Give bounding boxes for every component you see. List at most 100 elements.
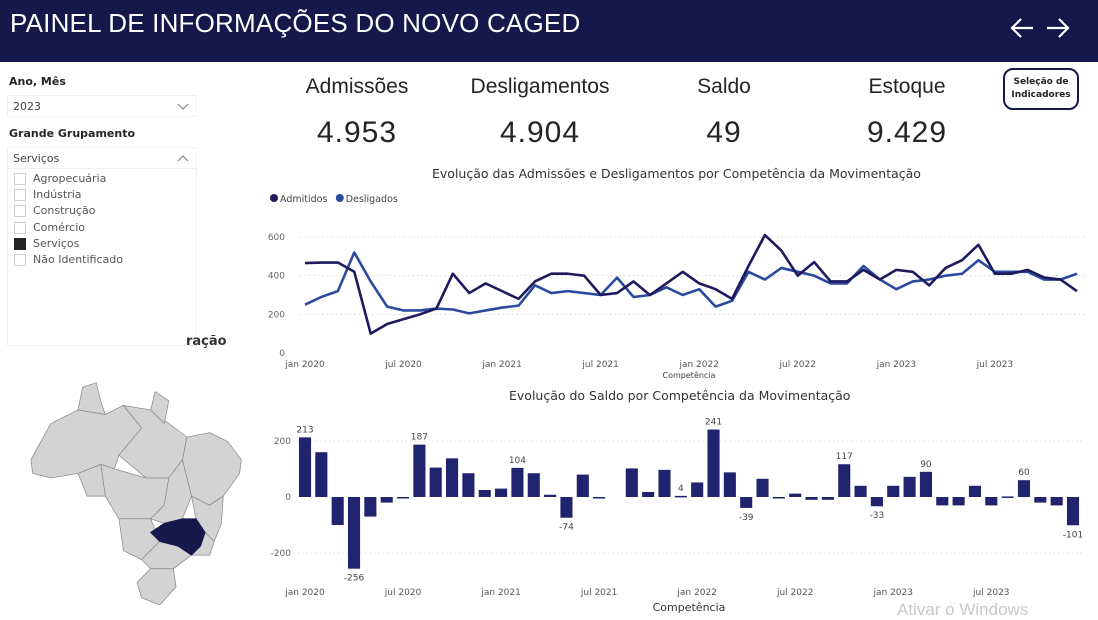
legend-marker-desligados — [335, 194, 344, 202]
x-tick-label: jul 2023 — [976, 360, 1013, 370]
bar — [380, 497, 393, 503]
option-comercio[interactable]: Comércio — [14, 221, 85, 234]
kpi-desligamentos-label: Desligamentos — [470, 75, 610, 98]
x-tick-label: jul 2022 — [776, 588, 813, 598]
x-axis-label: Competência — [663, 370, 716, 380]
bar — [740, 497, 753, 508]
period-dropdown[interactable]: 2023 — [7, 95, 197, 117]
bar — [462, 473, 475, 497]
x-tick-label: jan 2022 — [678, 360, 719, 370]
period-dropdown-value: 2023 — [13, 100, 41, 113]
bar — [1034, 497, 1047, 503]
bar-chart-title: Evolução do Saldo por Competência da Mov… — [509, 388, 851, 403]
y-tick-label: 400 — [268, 272, 285, 282]
bar — [495, 488, 508, 497]
line-chart: Admitidos Desligados 0 200 400 600 jan 2020 jul… — [268, 194, 1087, 380]
x-tick-label: jul 2023 — [972, 588, 1009, 598]
bar — [364, 497, 377, 517]
x-tick-label: jan 2020 — [284, 588, 325, 598]
windows-activation-watermark: Ativar o Windows — [897, 600, 1029, 619]
checkbox[interactable] — [14, 253, 26, 266]
bar — [1066, 497, 1080, 526]
y-tick-label: 200 — [274, 437, 291, 447]
checkbox[interactable] — [14, 172, 26, 185]
bar — [396, 497, 410, 499]
page-title: PAINEL DE INFORMAÇÕES DO NOVO CAGED — [10, 8, 581, 38]
bar — [1050, 497, 1063, 506]
bar — [854, 485, 867, 497]
y-tick-label: 200 — [268, 310, 285, 320]
option-nao-identificado[interactable]: Não Identificado — [14, 253, 123, 266]
map-states — [30, 382, 242, 605]
checkbox-checked[interactable] — [14, 237, 26, 250]
indicator-selection-button[interactable]: Seleção de Indicadores — [1003, 68, 1079, 110]
checkbox[interactable] — [14, 221, 26, 234]
bar — [347, 497, 361, 569]
bar — [642, 491, 655, 497]
bar — [593, 497, 606, 499]
data-label: -39 — [739, 513, 754, 523]
kpi-estoque-value: 9.429 — [866, 116, 948, 149]
bar — [772, 497, 785, 499]
data-label: 187 — [411, 433, 428, 443]
y-tick-label: 0 — [285, 493, 291, 503]
option-construcao[interactable]: Construção — [14, 204, 95, 217]
bar — [315, 452, 328, 497]
option-label: Agropecuária — [33, 172, 107, 185]
option-label: Não Identificado — [33, 253, 123, 266]
data-label: 213 — [296, 425, 313, 435]
bar — [298, 437, 312, 497]
bar — [870, 497, 883, 507]
y-tick-label: 0 — [279, 349, 285, 359]
bar — [658, 469, 671, 497]
option-label: Indústria — [33, 188, 82, 201]
arrow-left-icon — [1010, 18, 1033, 38]
bar — [674, 495, 687, 498]
option-servicos[interactable]: Serviços — [14, 237, 79, 250]
bar — [478, 490, 491, 497]
checkbox[interactable] — [14, 204, 26, 217]
arrow-right-icon — [1047, 18, 1070, 38]
bar — [331, 497, 344, 525]
option-industria[interactable]: Indústria — [14, 188, 82, 201]
x-tick-label: jan 2023 — [873, 588, 914, 598]
brazil-map[interactable] — [10, 360, 255, 605]
data-label: 104 — [509, 456, 526, 466]
x-tick-label: jul 2020 — [384, 360, 422, 370]
bar — [511, 467, 524, 497]
group-options-list: Agropecuária Indústria Construção Comérc… — [7, 168, 197, 346]
bar — [707, 429, 720, 497]
x-tick-label: jan 2020 — [284, 360, 325, 370]
x-tick-label: jul 2021 — [581, 360, 618, 370]
checkbox[interactable] — [14, 188, 26, 201]
bar — [691, 482, 704, 497]
bar — [429, 467, 442, 497]
option-agropecuaria[interactable]: Agropecuária — [14, 172, 106, 185]
button-label-line1: Seleção de — [1013, 77, 1069, 87]
bar — [968, 485, 982, 497]
bar-chart: -200 0 200 213 -256 187 104 -74 4 241 -39 117 -33 90 6… — [271, 418, 1085, 614]
bar — [919, 471, 932, 497]
bar — [789, 493, 802, 497]
y-tick-label: -200 — [271, 549, 292, 559]
group-dropdown[interactable]: Serviços — [7, 147, 197, 169]
x-tick-label: jul 2021 — [580, 588, 617, 598]
kpi-admissoes-value: 4.953 — [316, 116, 398, 149]
x-tick-label: jan 2022 — [676, 588, 717, 598]
bar — [1017, 480, 1031, 497]
back-button[interactable] — [1008, 14, 1036, 42]
x-axis-label: Competência — [653, 601, 726, 614]
state-region-north-west — [30, 404, 143, 479]
bar — [936, 497, 949, 506]
series-line-admitidos — [304, 233, 1078, 335]
bar — [952, 497, 965, 506]
bar — [723, 472, 736, 497]
forward-button[interactable] — [1044, 14, 1072, 42]
bar — [413, 444, 426, 497]
bar — [903, 476, 916, 497]
bar — [576, 474, 589, 497]
group-slicer-label: Grande Grupamento — [9, 127, 136, 140]
header-bar: PAINEL DE INFORMAÇÕES DO NOVO CAGED — [0, 0, 1098, 62]
data-label: -33 — [870, 511, 885, 521]
bar — [1001, 496, 1014, 498]
